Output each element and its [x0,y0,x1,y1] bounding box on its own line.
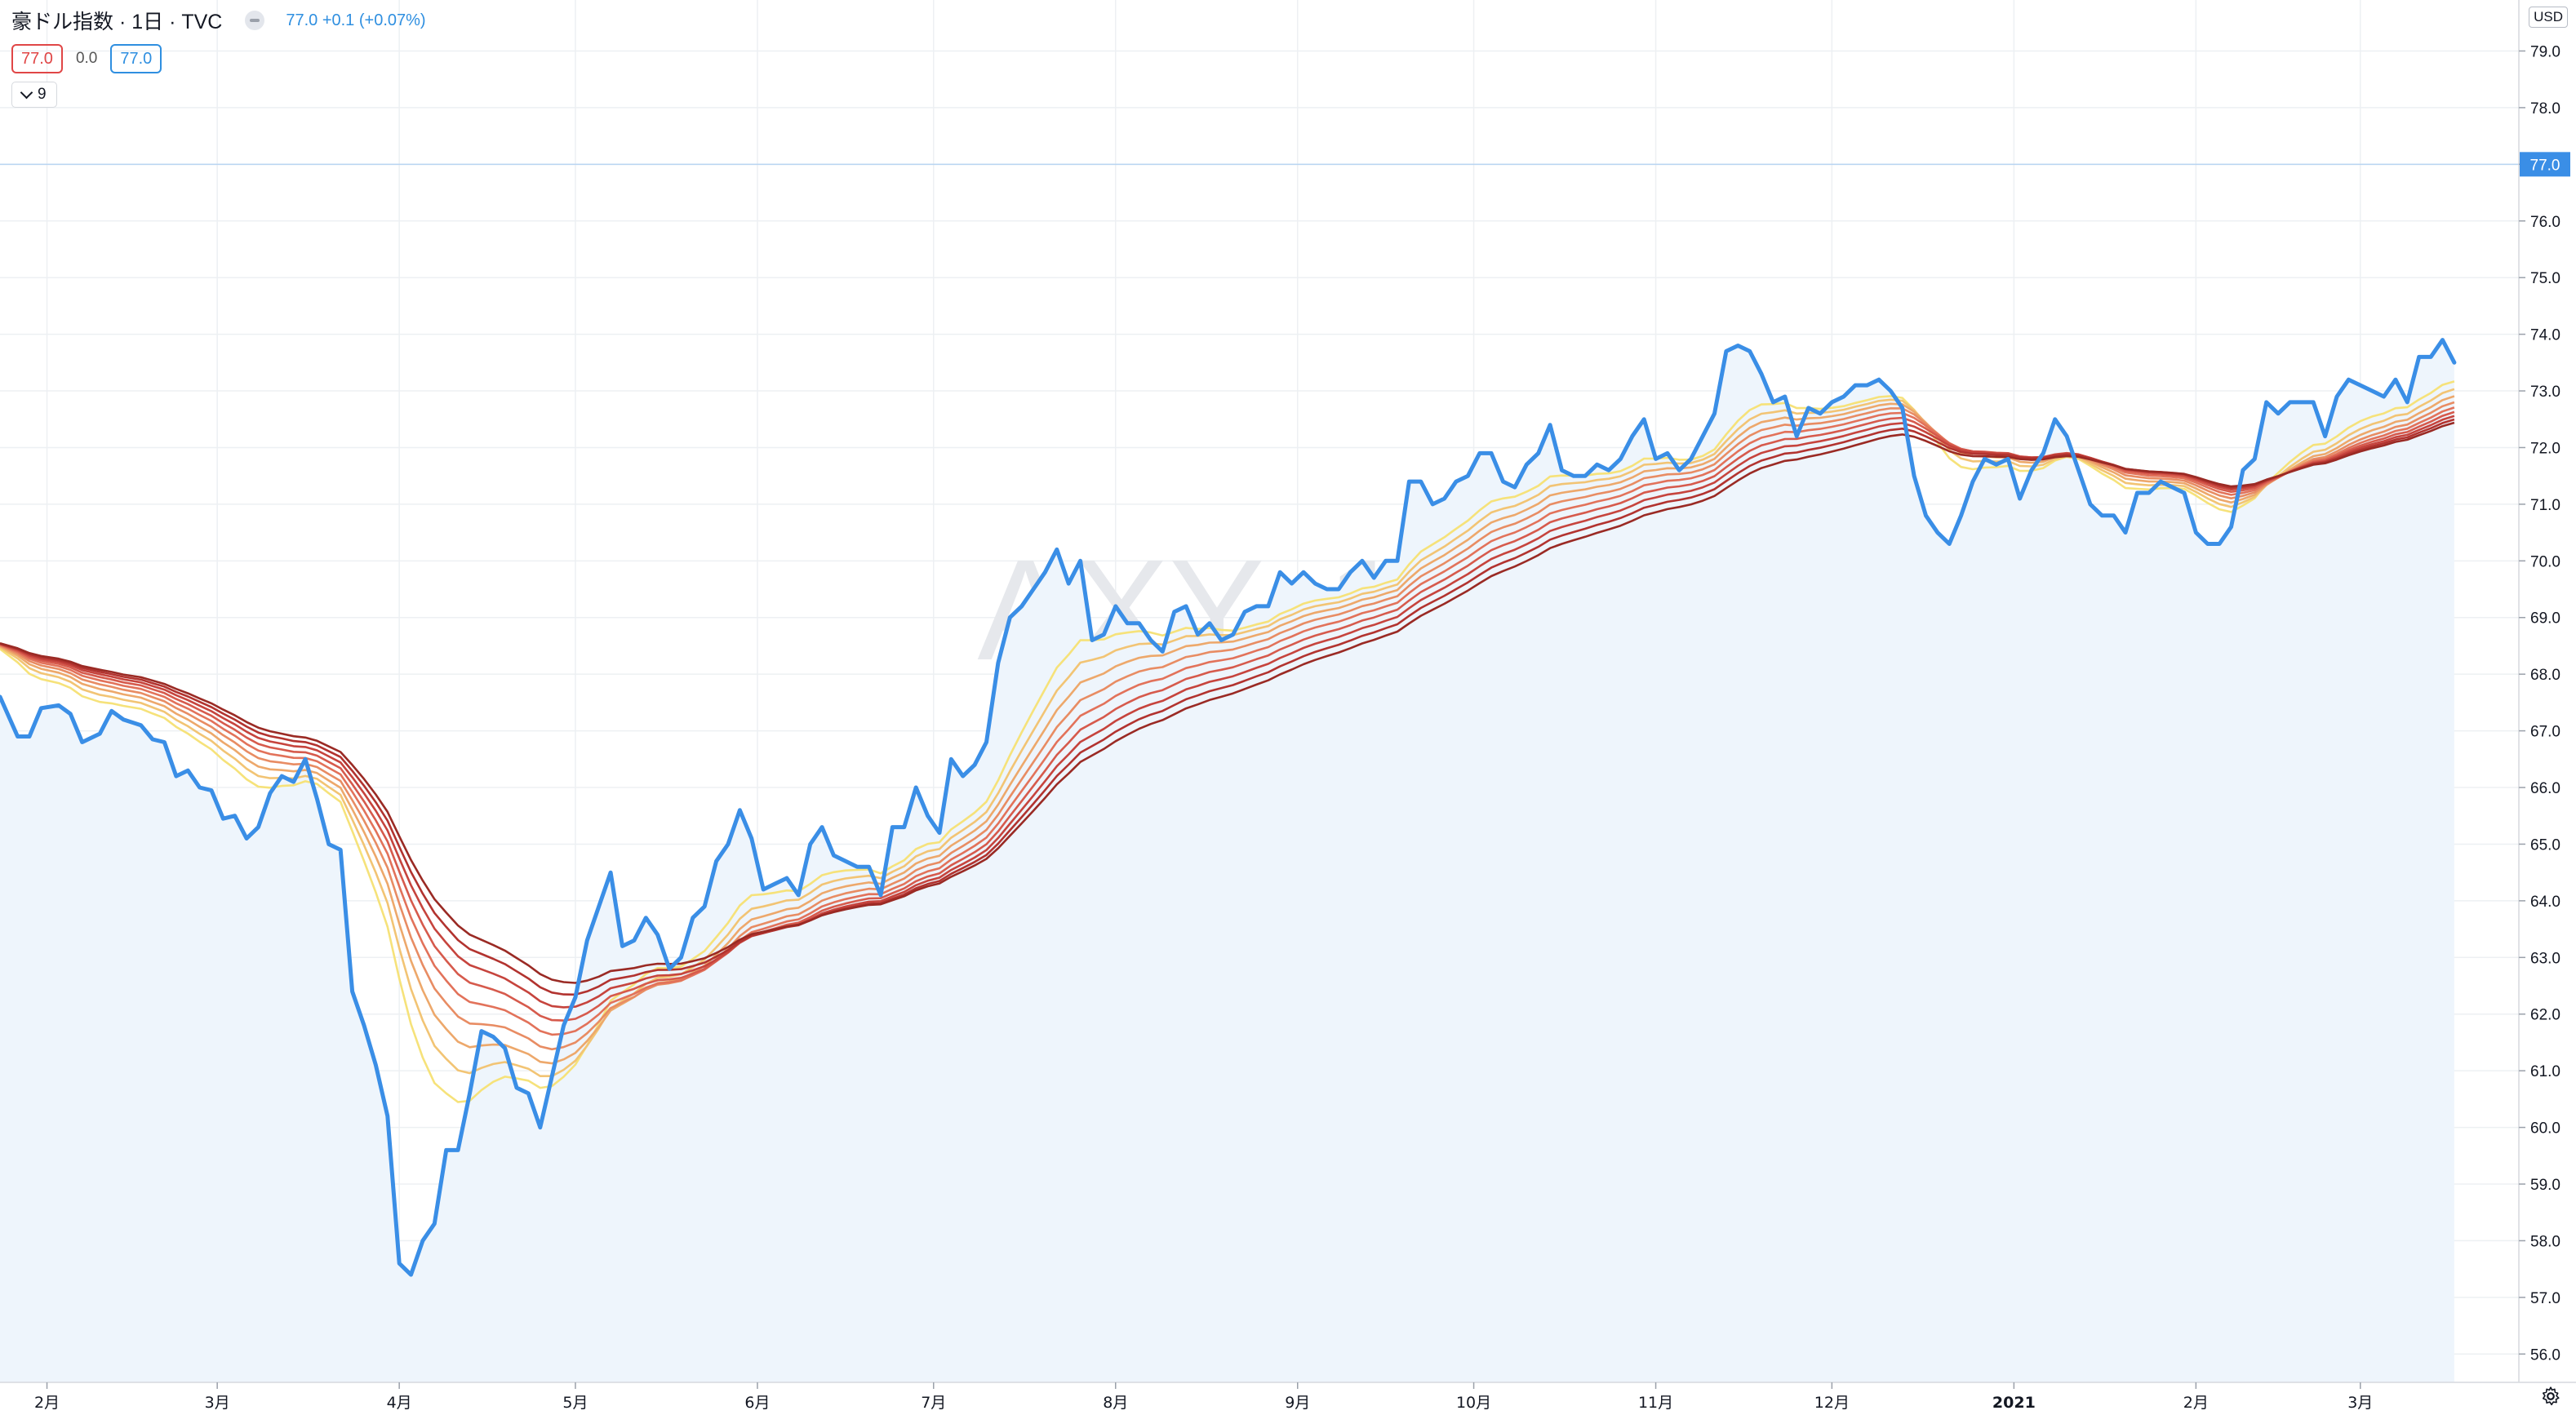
indicators-toggle-button[interactable]: 9 [11,82,57,108]
y-tick-label: 57.0 [2530,1290,2560,1307]
y-tick-label: 71.0 [2530,497,2560,514]
x-tick-label: 3月 [205,1394,230,1412]
y-tick-label: 58.0 [2530,1233,2560,1250]
time-axis[interactable]: 2月 3月 4月 5月 6月 7月 8月 9月 10月 11月 12月 2021 2月 3月 [0,1382,2576,1415]
spread-value: 0.0 [75,50,98,67]
ma-line [0,418,2455,996]
gear-icon[interactable] [2540,1386,2561,1407]
price-change: 77.0 +0.1 (+0.07%) [286,11,426,29]
trade-panel: 77.0 0.0 77.0 [11,44,162,73]
x-tick-label: 4月 [387,1394,412,1412]
x-tick-label: 3月 [2347,1394,2373,1412]
x-tick-label: 9月 [1285,1394,1310,1412]
x-tick-label: 10月 [1456,1394,1491,1412]
y-tick-label: 78.0 [2530,100,2560,118]
chevron-down-icon [20,86,33,99]
y-tick-label: 79.0 [2530,43,2560,60]
y-tick-label: 61.0 [2530,1063,2560,1080]
x-tick-label: 8月 [1103,1394,1128,1412]
y-tick-label: 64.0 [2530,894,2560,911]
buy-button[interactable]: 77.0 [110,44,162,73]
y-tick-label: 63.0 [2530,950,2560,967]
y-tick-label: 70.0 [2530,553,2560,570]
y-tick-label: 74.0 [2530,327,2560,344]
last-price-label: 77.0 [2530,157,2560,174]
y-tick-label: 75.0 [2530,270,2560,287]
chart-header: 豪ドル指数 · 1日 · TVC 77.0 +0.1 (+0.07%) [11,7,426,34]
price-axis[interactable]: 56.0 57.0 58.0 59.0 60.0 61.0 62.0 63.0 64.0 65.0… [2518,0,2576,1415]
sell-button[interactable]: 77.0 [11,44,63,73]
y-tick-label: 73.0 [2530,384,2560,401]
symbol-title[interactable]: 豪ドル指数 · 1日 · TVC [11,11,223,33]
ma-line [0,421,2455,984]
y-tick-label: 72.0 [2530,440,2560,457]
x-tick-label: 7月 [921,1394,946,1412]
x-tick-label: 2021 [1992,1394,2036,1412]
ma-line [0,395,2455,1065]
price-line [0,338,2457,1277]
x-tick-label: 5月 [562,1394,588,1412]
ma-line [0,380,2455,1103]
price-area [0,339,2454,1383]
y-tick-label: 59.0 [2530,1177,2560,1194]
dots-icon[interactable] [245,11,265,30]
indicator-count: 9 [38,86,47,103]
time-axis-bg [0,1382,2576,1415]
price-axis-bg [2519,0,2576,1415]
x-tick-label: 11月 [1638,1394,1673,1412]
y-tick-label: 76.0 [2530,214,2560,231]
y-tick-label: 56.0 [2530,1346,2560,1364]
x-tick-label: 6月 [744,1394,770,1412]
y-tick-label: 65.0 [2530,836,2560,854]
ma-line [0,388,2455,1077]
y-tick-label: 62.0 [2530,1007,2560,1024]
last-price-badge [2520,152,2570,177]
ma-ribbon [0,380,2455,1103]
currency-badge[interactable]: USD [2529,7,2568,28]
y-tick-label: 67.0 [2530,724,2560,741]
y-tick-label: 69.0 [2530,610,2560,628]
y-tick-label: 66.0 [2530,780,2560,797]
x-tick-label: 2月 [2183,1394,2209,1412]
y-tick-label: 60.0 [2530,1120,2560,1138]
x-tick-label: 2月 [34,1394,60,1412]
x-tick-label: 12月 [1814,1394,1850,1412]
y-tick-label: 68.0 [2530,667,2560,684]
